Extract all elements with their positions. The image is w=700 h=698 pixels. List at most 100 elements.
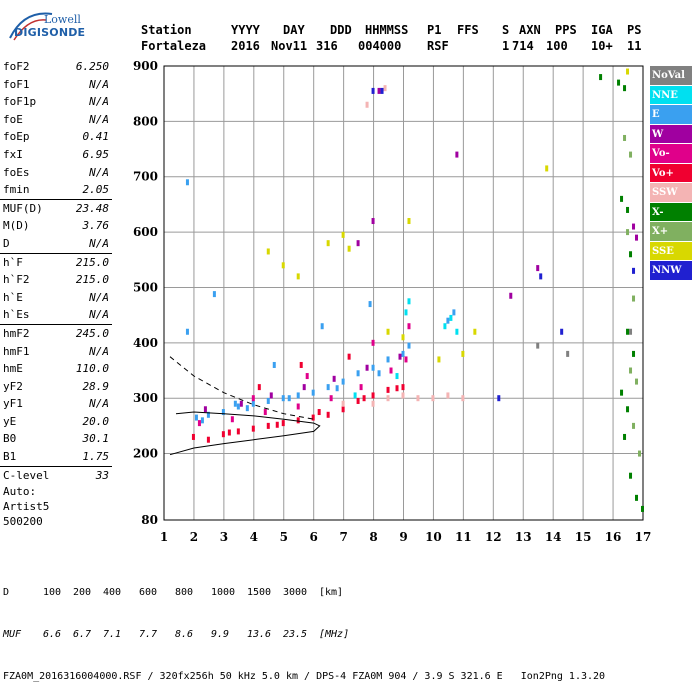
data-point [281,420,285,427]
data-point [635,234,639,241]
data-point [296,403,300,410]
data-point [371,218,375,225]
header-value: 004000 [358,39,402,53]
data-point [371,392,375,399]
data-point [272,361,276,368]
y-tick-label: 600 [133,225,158,239]
data-point [401,384,405,391]
data-point [536,342,540,349]
param-row: yE 20.0 [0,413,112,431]
legend-entry: E [650,105,692,125]
data-point [455,151,459,158]
param-value: N/A [89,308,109,322]
data-point [404,309,408,316]
header-label: IGA [591,23,613,37]
data-point [371,364,375,371]
param-value: N/A [89,397,109,411]
param-row: B0 30.1 [0,430,112,448]
param-value: 245.0 [75,326,109,340]
data-point [332,375,336,382]
data-point [539,273,543,280]
param-row: fxI 6.95 [0,146,112,164]
param-name: hmE [3,362,23,376]
data-point [341,378,345,385]
x-tick-label: 13 [515,530,532,544]
polarization-legend: NoVal NNE E W Vo- Vo+ SSW X- X+ SSE NNW [650,66,692,281]
footer-info: D 100 200 400 600 800 1000 1500 3000 [km] MUF 6.6 6… [3,558,605,698]
data-point [629,151,633,158]
param-name: foEs [3,165,30,179]
param-row: foF1 N/A [0,76,112,94]
data-point [233,400,237,407]
param-name: foF1p [3,95,37,109]
data-point [560,328,564,335]
data-point [407,342,411,349]
data-point [221,409,225,416]
param-name: h`F2 [3,273,30,287]
data-point [626,328,630,335]
param-row: h`Es N/A [0,306,112,324]
data-point [437,356,441,363]
param-name: B1 [3,450,17,464]
data-point [389,367,393,374]
ionogram-chart: 1 2 3 4 5 6 7 8 9 10 11 12 13 14 15 16 17802003004005006… [133,59,651,544]
data-point [638,450,642,457]
digisonde-logo: Lowell DIGISONDE [6,8,85,48]
x-tick-label: 3 [220,530,228,544]
data-point [377,370,381,377]
data-point [626,206,630,213]
row-value: 7.7 [139,629,158,640]
data-point [206,411,210,418]
data-point [263,409,267,416]
data-point [341,400,345,407]
x-tick-label: 12 [485,530,502,544]
data-point [185,179,189,186]
data-point [329,395,333,402]
data-point [371,400,375,407]
x-tick-label: 10 [425,530,442,544]
data-point [452,309,456,316]
param-name: hmF2 [3,326,30,340]
param-value: 6.95 [82,147,110,161]
data-point [599,74,603,81]
auto-code: 500200 [3,515,43,528]
data-point [380,87,384,94]
header-value: Nov11 [271,39,308,53]
header-value: 714 [512,39,534,53]
data-point [335,385,339,392]
logo-arc-icon [9,12,53,41]
header-label: YYYY [231,23,260,37]
data-point [296,392,300,399]
data-point [326,384,330,391]
data-point [197,420,201,427]
data-point [632,223,636,230]
data-point [326,411,330,418]
param-row: B1 1.75 [0,448,112,466]
param-separator [0,252,112,254]
data-point [461,350,465,357]
param-name: hmF1 [3,344,30,358]
data-point [359,384,363,391]
data-point [236,403,240,410]
param-name: foF1 [3,77,30,91]
data-point [566,350,570,357]
data-point [266,248,270,255]
param-row: h`E N/A [0,289,112,307]
data-point [356,370,360,377]
x-tick-label: 11 [455,530,472,544]
series-nnw [371,87,636,402]
data-point [257,384,261,391]
data-point [347,353,351,360]
data-point [320,323,324,330]
series-vo- [197,323,411,427]
data-point [635,494,639,501]
data-point [395,385,399,392]
data-point [401,350,405,357]
data-point [341,406,345,413]
legend-entry: Vo- [650,144,692,164]
data-point [194,414,198,421]
param-row: h`F 215.0 [0,254,112,272]
data-point [626,406,630,413]
param-value: N/A [89,95,109,109]
data-point [227,429,231,436]
